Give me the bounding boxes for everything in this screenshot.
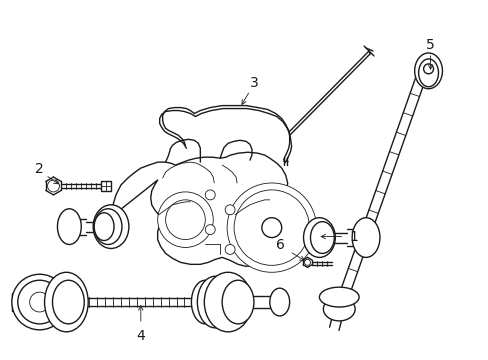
Text: 6: 6 [276,238,285,252]
Ellipse shape [351,218,379,257]
Ellipse shape [44,272,88,332]
Ellipse shape [94,209,122,244]
Circle shape [224,205,235,215]
Text: 4: 4 [136,329,145,343]
Ellipse shape [197,276,233,328]
Circle shape [304,260,310,265]
Ellipse shape [323,297,354,321]
Circle shape [205,225,215,235]
Text: 5: 5 [426,38,434,52]
Ellipse shape [418,59,438,87]
Ellipse shape [94,213,114,240]
Polygon shape [101,181,111,191]
Ellipse shape [234,190,309,265]
Ellipse shape [157,192,213,247]
Ellipse shape [310,222,334,253]
Ellipse shape [303,218,335,257]
Ellipse shape [191,280,219,324]
Ellipse shape [57,209,81,244]
Text: 2: 2 [35,162,44,176]
Ellipse shape [222,280,253,324]
Ellipse shape [52,280,84,324]
Ellipse shape [262,218,281,238]
Ellipse shape [165,200,205,239]
Ellipse shape [414,53,442,89]
Circle shape [205,190,215,200]
Ellipse shape [93,205,129,248]
Ellipse shape [204,272,251,332]
Text: 3: 3 [249,76,258,90]
Circle shape [423,64,433,74]
Ellipse shape [269,288,289,316]
Circle shape [224,244,235,255]
Ellipse shape [226,183,316,272]
Ellipse shape [319,287,358,307]
Ellipse shape [30,292,49,312]
Text: 1: 1 [349,230,358,244]
Ellipse shape [18,280,61,324]
Circle shape [47,180,60,192]
Ellipse shape [12,274,67,330]
